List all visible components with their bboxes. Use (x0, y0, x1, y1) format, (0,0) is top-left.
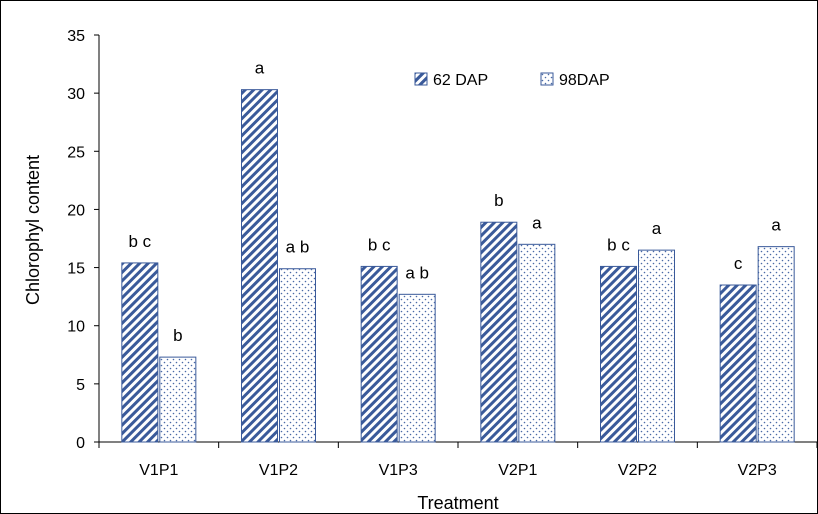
bar-label: b (173, 326, 182, 345)
bar (121, 262, 159, 443)
bar-label: c (734, 254, 743, 273)
bar-label: b c (368, 235, 391, 254)
bar (279, 268, 316, 443)
bar (757, 246, 795, 443)
axes: 0 5 10 15 20 25 30 35 V1P1 V1P2 V1P3 V2P1 V2P2 V2P3 (67, 28, 817, 479)
legend-swatch (414, 72, 428, 86)
y-tick-label: 10 (67, 319, 85, 336)
legend-swatch (540, 72, 554, 86)
bar-label: a b (405, 263, 429, 282)
bar-label: a b (286, 238, 310, 257)
bar (360, 265, 398, 443)
bar-label: b c (128, 232, 151, 251)
bar (241, 89, 278, 443)
bar (398, 293, 436, 443)
x-tick-label: V1P1 (139, 462, 178, 479)
y-tick-label: 0 (76, 435, 85, 452)
bars: b c a b c b b c c b a b a b a a a (121, 59, 795, 443)
bar-label: a (255, 59, 265, 78)
y-axis-title: Chlorophyl content (23, 155, 43, 305)
bar (480, 221, 518, 443)
bar (600, 265, 637, 443)
bar (719, 284, 757, 443)
bar (518, 243, 556, 443)
bar-label: b c (607, 235, 630, 254)
legend: 62 DAP 98DAP (414, 72, 610, 89)
legend-label: 62 DAP (433, 72, 488, 89)
bar-label: a (771, 216, 781, 235)
y-tick-label: 30 (67, 86, 85, 103)
y-tick-label: 15 (67, 261, 85, 278)
x-tick-label: V2P2 (618, 462, 657, 479)
y-tick-label: 25 (67, 144, 85, 161)
x-axis-title: Treatment (417, 493, 498, 513)
y-tick-label: 5 (76, 377, 85, 394)
x-tick-label: V2P3 (738, 462, 777, 479)
bar (159, 356, 197, 443)
bar (638, 249, 675, 443)
bar-label: b (494, 191, 503, 210)
x-tick-label: V2P1 (498, 462, 537, 479)
legend-label: 98DAP (559, 72, 610, 89)
y-tick-label: 20 (67, 202, 85, 219)
bar-label: a (532, 213, 542, 232)
bar-label: a (652, 219, 662, 238)
x-tick-label: V1P3 (379, 462, 418, 479)
x-tick-label: V1P2 (259, 462, 298, 479)
y-tick-label: 35 (67, 28, 85, 45)
